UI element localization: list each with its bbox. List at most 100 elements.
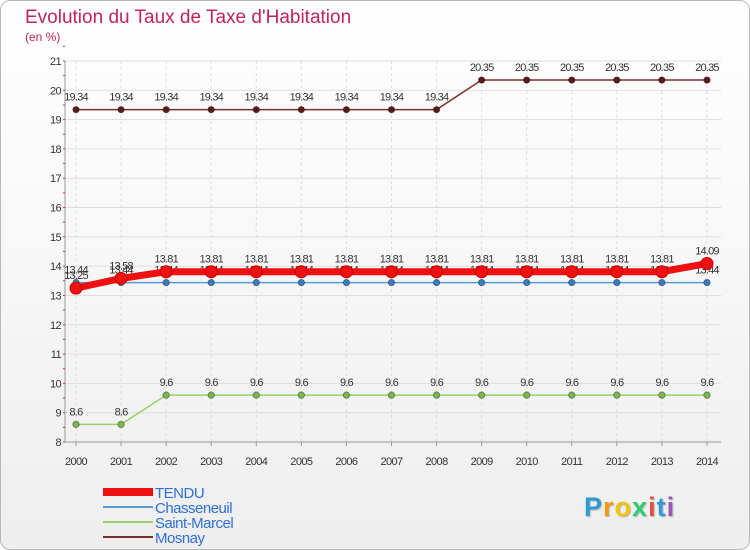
data-label-tendu: 13.81 [199,254,223,266]
data-label-saint-marcel: 9.6 [655,377,669,389]
data-point-tendu [430,265,444,279]
data-label-saint-marcel: 9.6 [205,377,219,389]
data-label-tendu: 13.81 [470,254,494,266]
data-label-saint-marcel: 8.6 [70,406,84,418]
data-point-mosnay [387,105,396,114]
data-point-tendu [610,265,624,279]
data-point-tendu [565,265,579,279]
data-point-saint-marcel [297,391,306,399]
data-point-mosnay [477,76,486,84]
legend-label: Saint-Marcel [155,515,233,532]
data-point-tendu [655,265,669,279]
data-label-saint-marcel: 9.6 [250,377,264,389]
data-point-tendu [69,281,83,295]
data-label-mosnay: 19.34 [425,92,449,104]
data-label-tendu: 13.58 [109,260,133,272]
data-point-chasseneuil [207,278,215,287]
logo-letter: r [603,492,615,522]
data-point-saint-marcel [387,391,396,399]
logo-letter: x [632,492,649,522]
data-label-saint-marcel: 9.6 [520,377,534,389]
y-tick-label: 15 [50,232,62,244]
y-tick-label: 9 [55,408,61,420]
x-tick-label: 2003 [200,456,223,468]
data-label-saint-marcel: 9.6 [430,377,444,389]
data-point-saint-marcel [658,391,666,399]
chart-subtitle: (en %) [25,30,61,44]
data-point-saint-marcel [117,420,125,429]
data-point-saint-marcel [613,391,621,399]
y-tick-label: 13 [50,290,62,302]
data-label-saint-marcel: 9.6 [160,377,174,389]
y-tick-label: 12 [50,320,62,332]
data-point-chasseneuil [252,278,260,287]
data-label-mosnay: 19.34 [335,92,359,104]
data-label-tendu: 13.81 [335,254,359,266]
data-label-mosnay: 20.35 [560,62,584,74]
data-point-mosnay [72,105,80,114]
data-point-mosnay [252,105,260,114]
data-point-tendu [294,265,308,279]
y-tick-label: 16 [50,203,62,215]
data-point-chasseneuil [342,278,351,287]
logo-letter: t [656,492,667,522]
data-point-mosnay [207,105,215,114]
data-label-mosnay: 19.34 [290,92,314,104]
data-point-saint-marcel [703,391,711,399]
data-point-mosnay [703,76,711,84]
x-tick-label: 2005 [290,456,313,468]
legend-label: Mosnay [155,530,206,547]
chart-title: Evolution du Taux de Taxe d'Habitation [25,7,352,28]
data-label-saint-marcel: 9.6 [475,377,489,389]
x-tick-label: 2008 [426,456,449,468]
data-label-chasseneuil: 13.44 [64,265,88,277]
data-point-mosnay [117,105,125,114]
x-tick-label: 2001 [110,456,133,468]
x-tick-label: 2007 [380,456,403,468]
data-point-chasseneuil [523,278,531,287]
data-label-tendu: 13.81 [154,254,178,266]
x-tick-label: 2002 [155,456,178,468]
legend-label: TENDU [155,485,204,502]
logo-letter: i [648,492,657,522]
data-point-tendu [204,265,218,279]
data-point-mosnay [613,76,621,84]
data-label-saint-marcel: 9.6 [340,377,354,389]
y-tick-label: 11 [51,349,62,361]
data-point-saint-marcel [342,391,351,399]
data-point-mosnay [342,105,351,114]
data-point-chasseneuil [162,278,170,287]
data-point-saint-marcel [162,391,170,399]
data-point-chasseneuil [477,278,486,287]
y-tick-label: 18 [50,144,62,156]
data-point-mosnay [162,105,170,114]
data-label-mosnay: 19.34 [380,92,404,104]
data-point-saint-marcel [252,391,260,399]
data-point-chasseneuil [703,278,711,287]
logo-letter: i [666,492,676,522]
data-label-mosnay: 19.34 [154,92,178,104]
data-point-chasseneuil [297,278,306,287]
x-tick-label: 2011 [561,456,583,468]
y-tick-label: 14 [50,261,62,273]
x-tick-label: 2000 [65,456,88,468]
data-point-tendu [700,257,714,271]
data-label-tendu: 13.81 [605,254,629,266]
data-point-chasseneuil [432,278,441,287]
data-label-saint-marcel: 9.6 [610,377,624,389]
data-point-mosnay [432,105,441,114]
data-label-tendu: 13.81 [650,254,674,266]
data-label-tendu: 13.25 [64,270,88,282]
data-label-saint-marcel: 9.6 [565,377,579,389]
data-point-tendu [520,265,534,279]
data-point-tendu [384,265,398,279]
data-label-saint-marcel: 9.6 [385,377,399,389]
data-label-saint-marcel: 9.6 [701,377,715,389]
logo-letter: P [584,492,604,522]
data-label-mosnay: 20.35 [605,62,629,74]
x-tick-label: 2014 [696,456,719,468]
legend-label: Chasseneuil [155,500,232,517]
data-point-tendu [475,265,489,279]
x-tick-label: 2009 [471,456,494,468]
